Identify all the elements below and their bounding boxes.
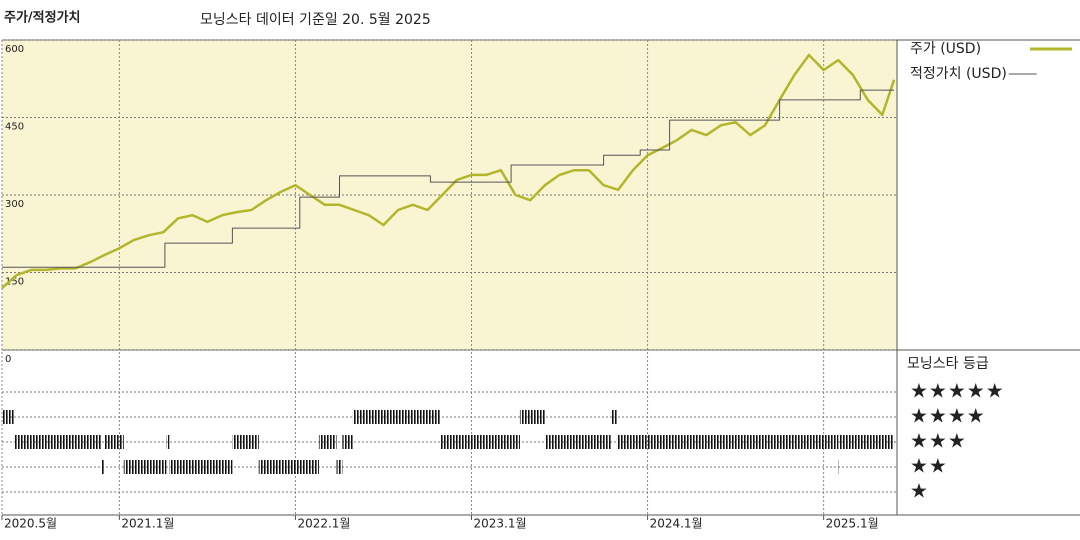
rating-bar: [101, 460, 105, 474]
y-tick-label: 600: [5, 44, 24, 55]
rating-bar: [342, 435, 353, 449]
rating-bar: [104, 435, 124, 449]
y-tick-label: 150: [5, 277, 24, 288]
rating-bar: [166, 435, 170, 449]
x-tick-label: 2022.1월: [297, 517, 350, 531]
rating-bar: [123, 460, 167, 474]
rating-bar: [610, 410, 617, 424]
rating-bar: [336, 460, 343, 474]
rating-bar: [2, 410, 14, 424]
rating-bar: [13, 435, 102, 449]
legend-label: 적정가치 (USD): [910, 66, 1007, 82]
x-tick-label: 2024.1월: [650, 517, 703, 531]
rating-bar: [232, 435, 259, 449]
rating-label: ★★★★: [910, 404, 986, 428]
x-tick-label: 2025.1월: [826, 517, 879, 531]
rating-label: ★★★★★: [910, 379, 1005, 403]
x-tick-label: 2023.1월: [474, 517, 527, 531]
rating-bar: [258, 460, 319, 474]
rating-bar: [440, 435, 520, 449]
rating-label: ★★★: [910, 429, 967, 453]
rating-label: ★★: [910, 454, 948, 478]
legend-label: 주가 (USD): [910, 41, 981, 57]
subtitle: 모닝스타 데이터 기준일 20. 5월 2025: [200, 12, 431, 28]
series-line: [2, 89, 895, 268]
y-tick-label: 0: [5, 354, 11, 365]
rating-bar: [544, 435, 611, 449]
rating-bar: [352, 410, 441, 424]
rating-bar: [616, 435, 839, 449]
rating-bar: [519, 410, 545, 424]
rating-bar: [839, 435, 895, 449]
x-tick-label: 2021.1월: [121, 517, 174, 531]
rating-bar: [838, 460, 840, 474]
x-tick-label: 2020.5월: [4, 517, 57, 531]
rating-bar: [318, 435, 337, 449]
series-line: [1, 53, 896, 289]
rating-title: 모닝스타 등급: [907, 356, 989, 372]
rating-bar: [169, 460, 233, 474]
chart-title: 주가/적정가치: [4, 10, 81, 26]
y-tick-label: 300: [5, 199, 24, 210]
rating-label: ★: [910, 479, 929, 503]
y-tick-label: 450: [5, 122, 24, 133]
